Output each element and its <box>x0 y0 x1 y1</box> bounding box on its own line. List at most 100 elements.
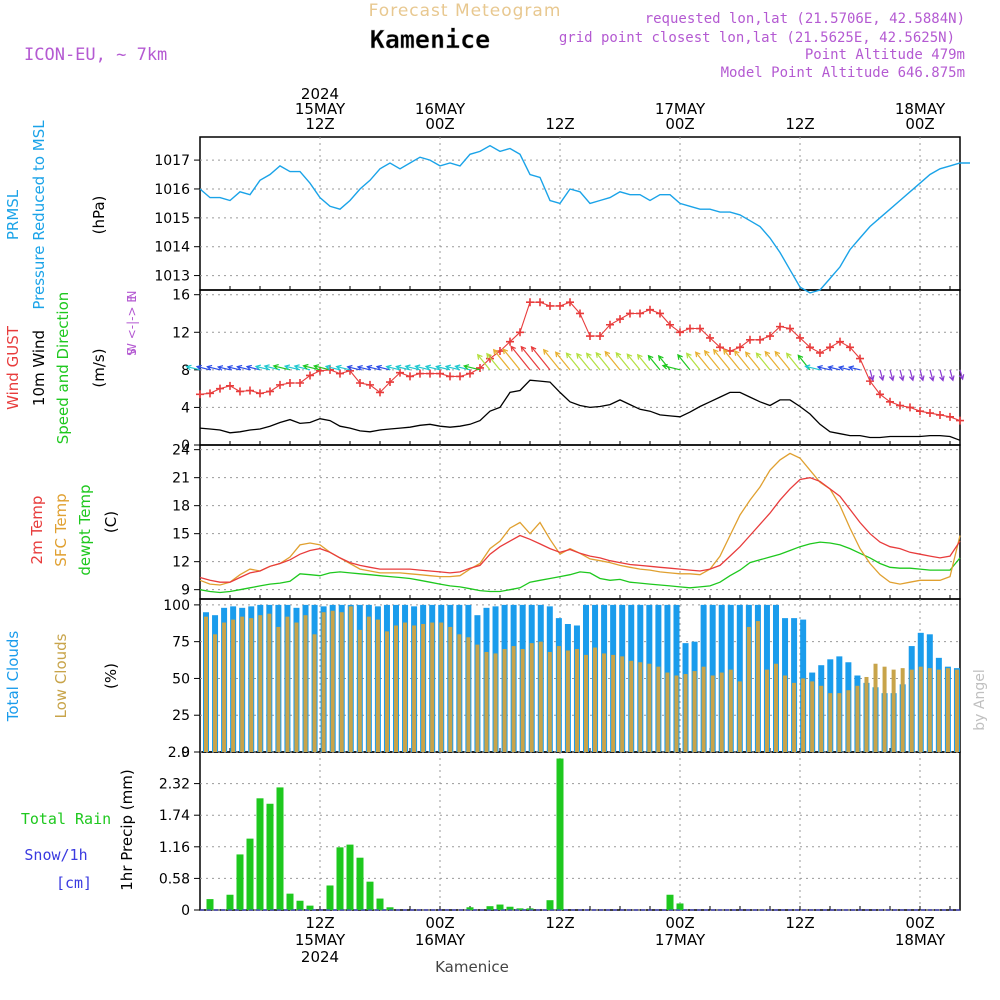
ytick-label-wind: 12 <box>172 325 190 341</box>
wind-direction-arrow <box>312 364 331 371</box>
wind-direction-arrow <box>324 364 341 371</box>
low-cloud-bar <box>719 672 724 752</box>
wind-gust-marker <box>696 324 704 333</box>
low-cloud-bar <box>303 615 308 752</box>
ytick-label-wind: 16 <box>172 288 190 304</box>
low-cloud-bar <box>574 649 579 752</box>
wind-gust-marker <box>846 343 854 352</box>
ytick-label-pressure: 1016 <box>154 182 190 198</box>
low-cloud-bar <box>493 653 498 752</box>
wind-direction-arrow <box>395 364 411 371</box>
low-cloud-bar <box>538 641 543 752</box>
low-cloud-bar <box>394 625 398 752</box>
wind-direction-arrow <box>804 364 821 371</box>
wind-gust-marker <box>816 348 824 357</box>
ytick-label-pressure: 1013 <box>154 269 190 285</box>
wind-direction-arrow <box>404 364 421 371</box>
temp-label-0: 2m Temp <box>28 496 46 565</box>
time-label-top: 16MAY <box>415 100 466 118</box>
rain-bar <box>246 838 254 910</box>
wind-gust-marker <box>206 389 214 398</box>
wind-direction-arrow <box>346 364 361 371</box>
ytick-label-precip: 2.9 <box>168 745 190 761</box>
rain-bar <box>366 881 374 910</box>
rain-bar <box>356 857 364 910</box>
time-label-bottom: 18MAY <box>895 931 946 949</box>
time-label-top: 18MAY <box>895 100 946 118</box>
ytick-label-pressure: 1017 <box>154 153 190 169</box>
wind-direction-arrow <box>827 365 841 371</box>
compass-north: N <box>125 291 139 300</box>
low-cloud-bar <box>710 675 715 752</box>
wind-gust-marker <box>266 387 274 396</box>
wind-direction-arrow <box>502 348 521 371</box>
low-cloud-bar <box>954 669 959 752</box>
wind-gust-marker <box>476 363 484 372</box>
low-cloud-bar <box>285 616 290 752</box>
wind-direction-arrow <box>712 348 731 371</box>
low-cloud-bar <box>240 616 245 752</box>
wind-gust-marker <box>586 332 594 341</box>
wind-direction-arrow <box>837 365 851 371</box>
wind-label-0: Wind GUST <box>4 325 22 410</box>
closest-coords: grid point closest lon,lat (21.5625E, 42… <box>559 30 955 46</box>
low-cloud-bar <box>584 654 588 752</box>
low-cloud-bar <box>638 662 643 752</box>
wind-direction-arrow <box>918 369 925 382</box>
pressure-label-0: PRMSL <box>4 189 22 240</box>
low-cloud-bar <box>620 656 625 752</box>
location-title: Kamenice <box>370 25 490 54</box>
rain-bar <box>296 900 304 910</box>
wind-direction-arrow <box>744 351 761 371</box>
low-cloud-bar <box>927 668 932 752</box>
dewpoint-line <box>199 541 961 594</box>
wind-gust-marker <box>716 343 724 352</box>
wind-direction-arrow <box>435 364 451 371</box>
wind-gust-marker <box>226 381 234 390</box>
wind-direction-arrow <box>520 345 541 371</box>
wind-gust-marker <box>766 332 774 341</box>
wind-direction-arrow <box>785 352 801 371</box>
wind-gust-line <box>199 301 961 422</box>
time-label-top: 2024 <box>301 85 339 103</box>
wind-direction-arrow <box>185 364 201 371</box>
footer-location: Kamenice <box>435 958 509 976</box>
wind-gust-marker <box>316 366 324 375</box>
wind-gust-marker <box>686 324 694 333</box>
low-cloud-bar <box>918 666 923 752</box>
low-cloud-bar <box>547 651 552 752</box>
low-cloud-bar <box>855 685 860 752</box>
requested-coords: requested lon,lat (21.5706E, 42.5884N) <box>645 11 965 27</box>
wind-gust-marker <box>386 378 394 387</box>
wind-direction-arrow <box>272 364 291 371</box>
rain-bar <box>546 900 554 910</box>
rain-bar <box>276 787 284 910</box>
low-cloud-bar <box>339 612 344 752</box>
wind-direction-arrow <box>703 349 721 371</box>
rain-bar <box>486 906 494 910</box>
wind-direction-arrow <box>510 345 531 371</box>
low-cloud-bar <box>593 647 598 752</box>
rain-bar <box>266 803 274 910</box>
wind-gust-marker <box>756 335 764 344</box>
time-label-bottom: 16MAY <box>415 931 466 949</box>
low-cloud-bar <box>629 660 634 752</box>
wind-gust-marker <box>346 366 354 375</box>
rain-bar <box>556 758 564 910</box>
low-cloud-bar <box>520 649 525 752</box>
wind-gust-marker <box>896 401 904 410</box>
wind-gust-marker <box>956 416 964 425</box>
precip-label-rain: Total Rain <box>21 810 111 828</box>
precip-label-snow: Snow/1h <box>24 846 87 864</box>
credit-label: by Angel <box>972 669 988 730</box>
wind-gust-marker <box>866 377 874 386</box>
low-cloud-bar <box>665 672 670 752</box>
wind-direction-arrow <box>542 348 561 371</box>
low-cloud-bar <box>321 612 326 752</box>
low-cloud-bar <box>828 693 833 752</box>
time-label-bottom: 12Z <box>305 914 334 932</box>
time-label-top: 15MAY <box>295 100 346 118</box>
wind-gust-marker <box>426 369 434 378</box>
wind-direction-arrow <box>939 369 945 382</box>
ytick-label-clouds: 100 <box>163 598 190 614</box>
